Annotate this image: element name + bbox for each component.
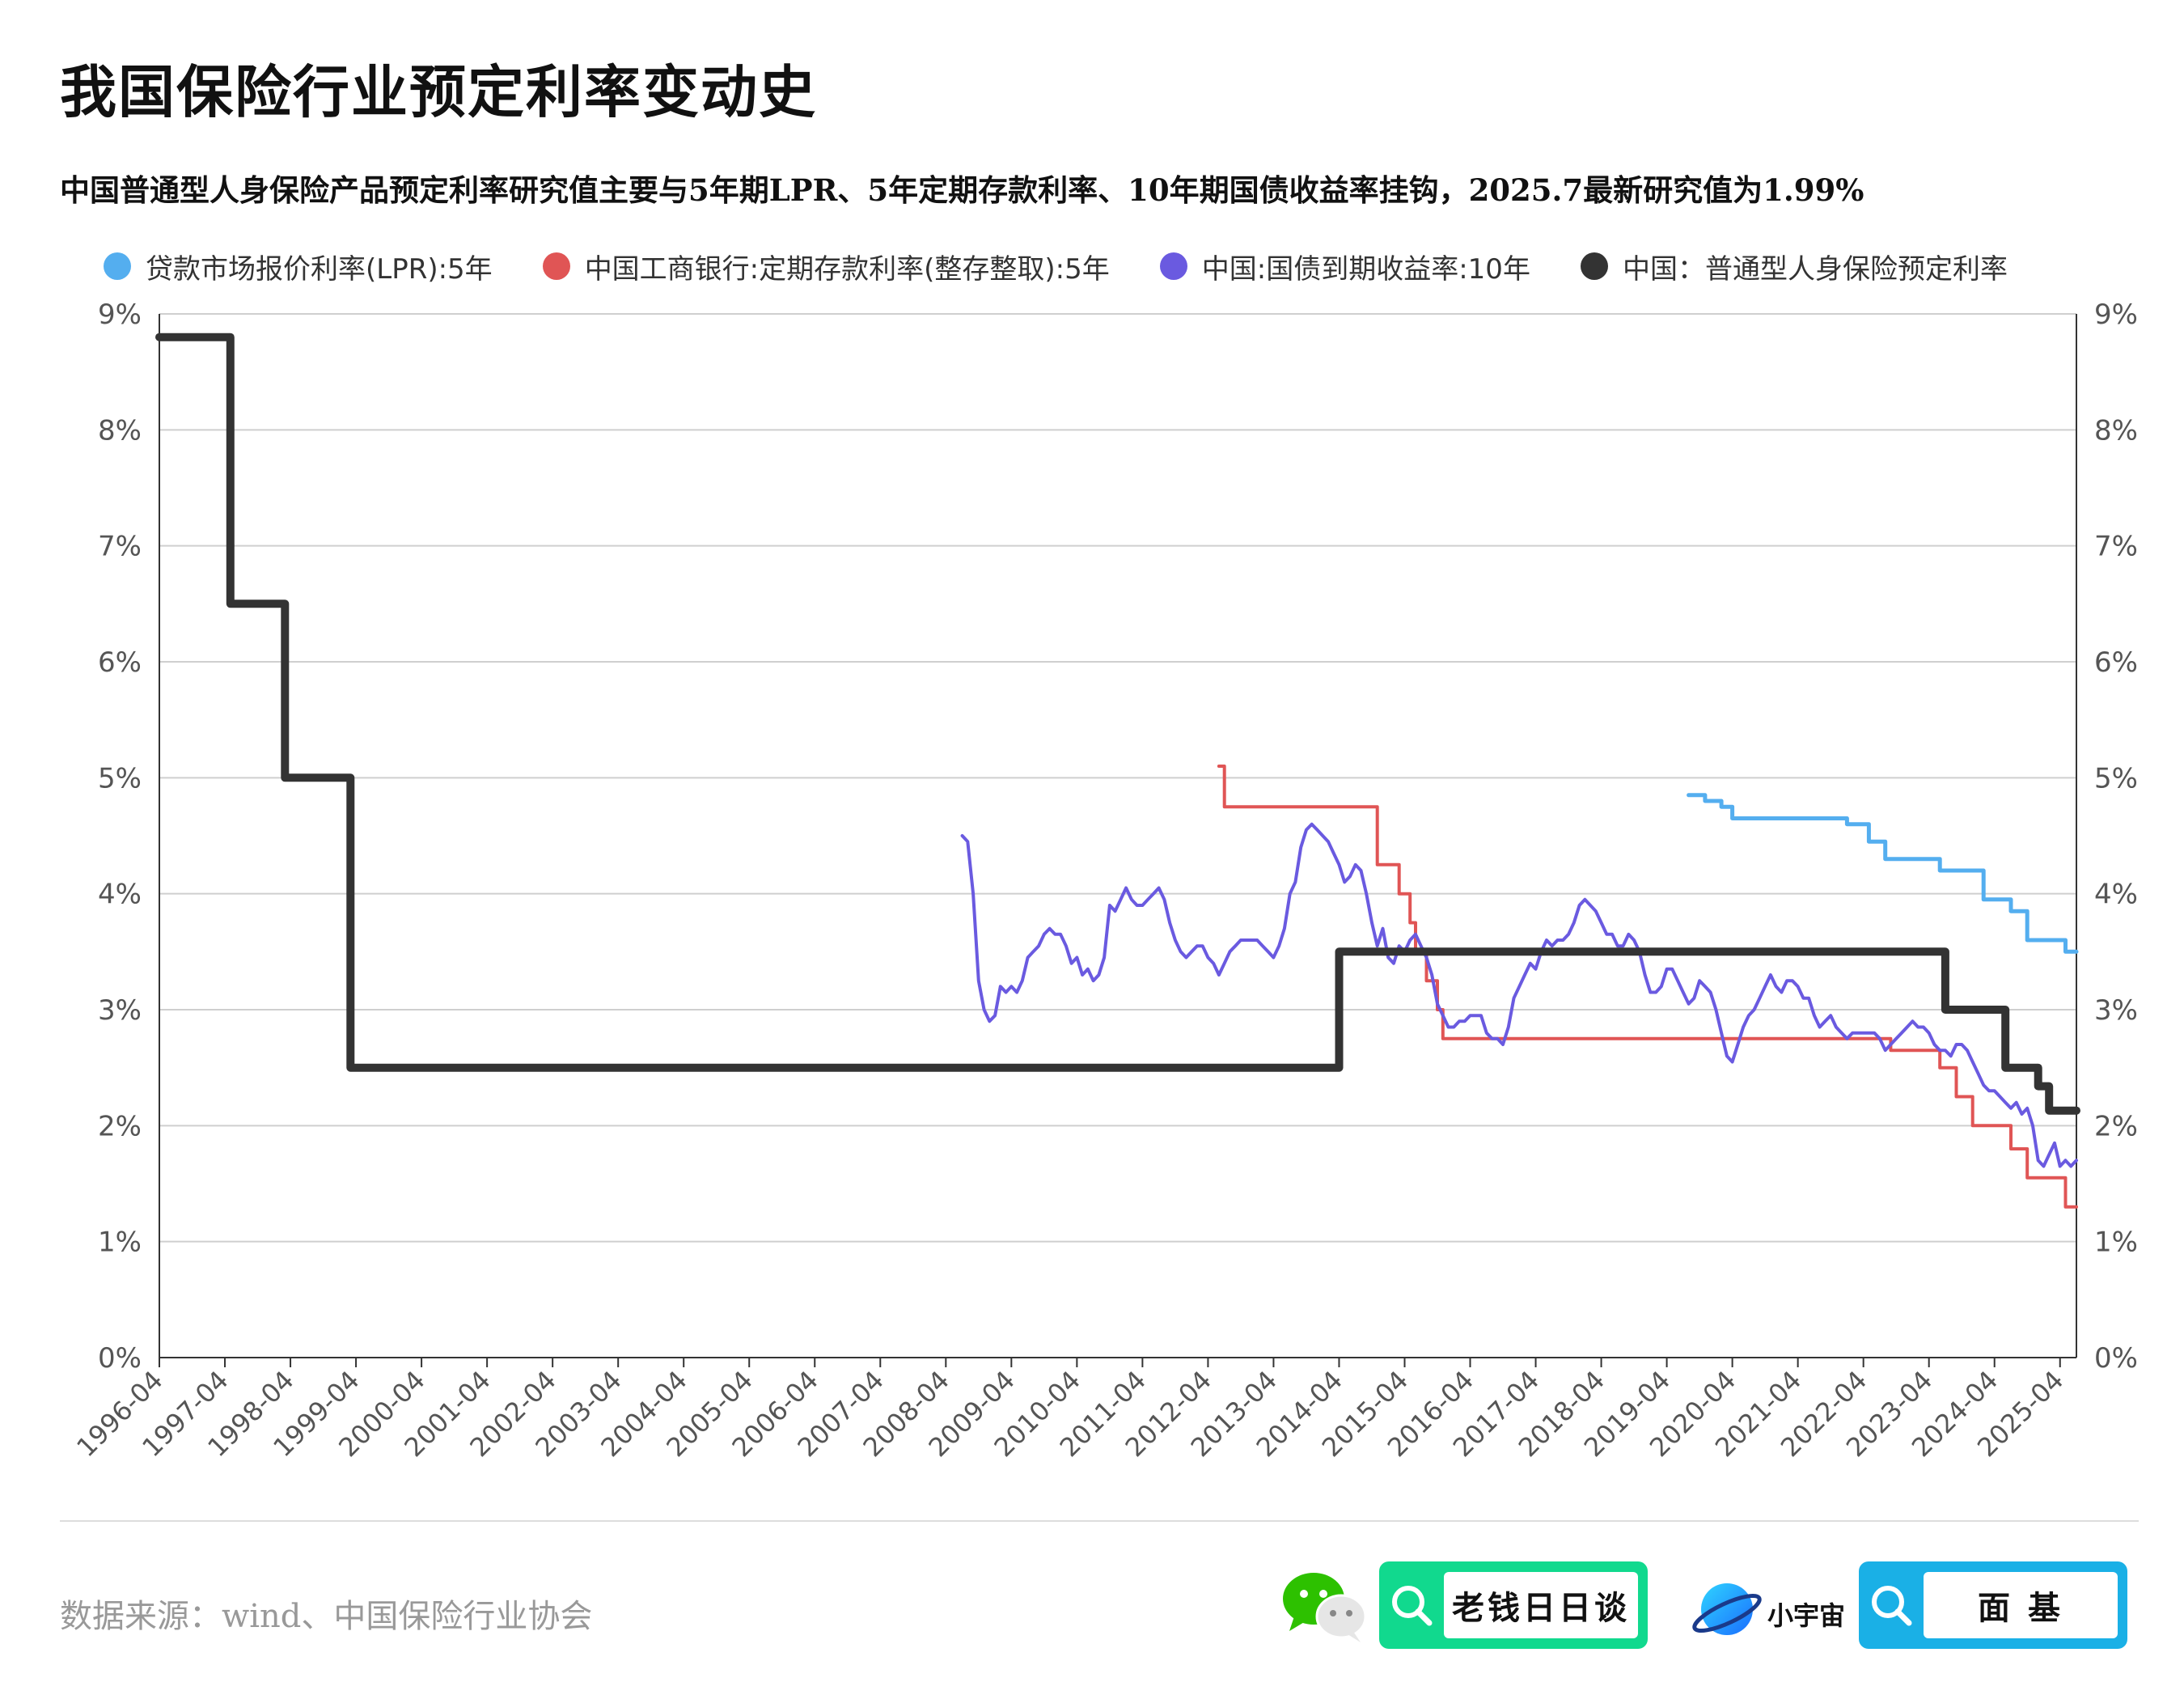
line-chart: 0% 0% 1% 1% 2% 2% 3% 3% 4% 4% 5% 5% 6% 6% 7% 7% 8% 8% 9% 9%… [70,299,2138,1463]
y-tick-label-right: 6% [2094,646,2138,679]
y-tick-label-left: 9% [98,299,142,331]
series-line-4 [155,333,2080,1115]
legend-label-bond: 中国:国债到期收益率:10年 [1201,252,1530,286]
y-tick-label-left: 7% [98,531,142,563]
search-box-laoqian[interactable]: 老钱日日谈 [1379,1561,1648,1649]
y-tick-label-left: 5% [98,762,142,794]
y-tick-label-left: 3% [98,994,142,1027]
legend-label-insurance: 中国：普通型人身保险预定利率 [1622,252,2008,286]
series-line-3 [960,822,2078,1168]
chart-title: 我国保险行业预定利率变动史 [60,59,817,125]
y-tick-label-right: 2% [2094,1110,2138,1142]
legend-label-deposit: 中国工商银行:定期存款利率(整存整取):5年 [584,252,1110,286]
y-tick-label-left: 2% [98,1110,142,1142]
legend-marker-lpr [104,252,131,280]
series-line-2 [1217,765,2078,1209]
search-box-mianji[interactable]: 面 基 [1859,1561,2127,1649]
y-tick-label-left: 0% [98,1342,142,1375]
y-tick-label-right: 7% [2094,531,2138,563]
y-tick-label-left: 1% [98,1227,142,1259]
search-box-label: 面 基 [1924,1572,2118,1638]
legend-marker-insurance [1580,252,1608,280]
search-box-label: 老钱日日谈 [1444,1572,1638,1638]
y-tick-label-right: 9% [2094,299,2138,331]
planet-icon[interactable] [1691,1573,1763,1646]
series-line-1 [1687,793,2079,954]
search-icon [1379,1561,1444,1649]
y-tick-label-right: 3% [2094,994,2138,1027]
y-tick-label-right: 1% [2094,1227,2138,1259]
y-tick-label-right: 0% [2094,1342,2138,1375]
footer-divider [60,1520,2139,1522]
y-tick-label-right: 5% [2094,762,2138,794]
y-tick-label-left: 4% [98,879,142,911]
y-tick-label-left: 8% [98,414,142,447]
y-tick-label-right: 4% [2094,879,2138,911]
legend-item-lpr[interactable]: 贷款市场报价利率(LPR):5年 [104,247,493,286]
data-source: 数据来源：wind、中国保险行业协会 [60,1598,593,1635]
legend-item-deposit[interactable]: 中国工商银行:定期存款利率(整存整取):5年 [542,247,1110,286]
y-tick-label-right: 8% [2094,414,2138,447]
wechat-icon[interactable] [1280,1570,1369,1642]
legend-marker-bond [1159,252,1187,280]
legend-label-lpr: 贷款市场报价利率(LPR):5年 [146,252,493,286]
legend-marker-deposit [542,252,570,280]
chart-legend: 贷款市场报价利率(LPR):5年 中国工商银行:定期存款利率(整存整取):5年 … [104,246,2058,286]
universe-label: 小宇宙 [1767,1600,1846,1631]
legend-item-bond[interactable]: 中国:国债到期收益率:10年 [1159,247,1530,286]
chart-subtitle: 中国普通型人身保险产品预定利率研究值主要与5年期LPR、5年定期存款利率、10年… [60,172,1864,208]
y-tick-label-left: 6% [98,646,142,679]
legend-item-insurance[interactable]: 中国：普通型人身保险预定利率 [1580,247,2008,286]
search-icon [1859,1561,1924,1649]
